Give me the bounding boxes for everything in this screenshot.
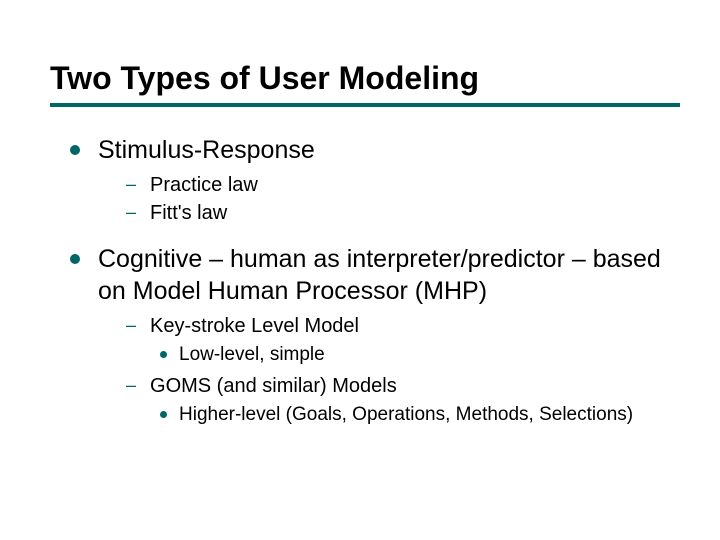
sublist: Higher-level (Goals, Operations, Methods…	[126, 403, 670, 428]
list-item: Low-level, simple	[160, 343, 670, 368]
list-item: – Practice law	[126, 172, 670, 198]
dash-icon: –	[126, 174, 136, 195]
list-item: Stimulus-Response	[70, 135, 670, 166]
list-item: Higher-level (Goals, Operations, Methods…	[160, 403, 670, 428]
bullet-icon	[70, 254, 80, 264]
list-item-text: Higher-level (Goals, Operations, Methods…	[179, 403, 633, 428]
list-item: – Fitt's law	[126, 200, 670, 226]
sublist: Low-level, simple	[126, 343, 670, 368]
list-item-text: GOMS (and similar) Models	[150, 373, 397, 399]
list-item: – Key-stroke Level Model	[126, 313, 670, 339]
list-item: – GOMS (and similar) Models	[126, 373, 670, 399]
bullet-icon	[160, 351, 167, 358]
list-item-text: Stimulus-Response	[98, 135, 315, 166]
slide-content: Stimulus-Response – Practice law – Fitt'…	[50, 135, 670, 428]
sublist: – Key-stroke Level Model Low-level, simp…	[70, 313, 670, 428]
sublist: – Practice law – Fitt's law	[70, 172, 670, 226]
slide-title: Two Types of User Modeling	[50, 60, 670, 97]
dash-icon: –	[126, 315, 136, 336]
title-underline	[50, 103, 680, 107]
list-item-text: Low-level, simple	[179, 343, 325, 368]
dash-icon: –	[126, 202, 136, 223]
list-item-text: Cognitive – human as interpreter/predict…	[98, 244, 670, 307]
list-item-text: Key-stroke Level Model	[150, 313, 359, 339]
list-item: Cognitive – human as interpreter/predict…	[70, 244, 670, 307]
bullet-icon	[160, 411, 167, 418]
list-item-text: Practice law	[150, 172, 258, 198]
slide: Two Types of User Modeling Stimulus-Resp…	[0, 0, 720, 464]
dash-icon: –	[126, 375, 136, 396]
bullet-icon	[70, 145, 80, 155]
list-item-text: Fitt's law	[150, 200, 227, 226]
